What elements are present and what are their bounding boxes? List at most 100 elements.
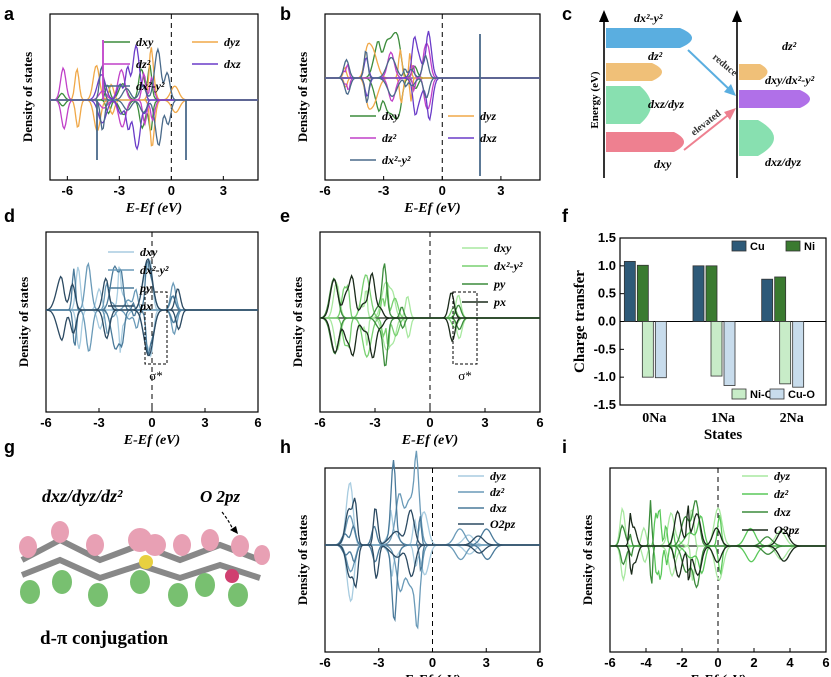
chart-f-legend-label: Ni-O bbox=[750, 389, 774, 401]
chart-a-frame bbox=[49, 13, 259, 181]
chart-i-legend-label: dyz bbox=[774, 469, 790, 483]
g-arrow-head bbox=[230, 526, 238, 534]
chart-i-xlabel: E-Ef (eV) bbox=[689, 673, 746, 677]
chart-a-series-4-down bbox=[50, 99, 258, 147]
chart-d-xtick-label: 0 bbox=[148, 415, 155, 430]
chart-h-xlabel: E-Ef (eV) bbox=[403, 673, 460, 677]
chart-h-xtick-label: -6 bbox=[319, 655, 331, 670]
chart-a-xtick-label: 3 bbox=[220, 183, 227, 198]
c-level-dxzdyz-left bbox=[606, 86, 651, 124]
chart-a-legend-label: dxy bbox=[136, 35, 154, 49]
panel-letter-i: i bbox=[562, 437, 567, 457]
c-level-dxzdyz-right bbox=[739, 120, 774, 156]
chart-b-series-3-down bbox=[325, 77, 540, 122]
panel-letter-a: a bbox=[4, 4, 15, 24]
c-level-dz2-right bbox=[739, 64, 768, 80]
chart-i-xtick-label: 4 bbox=[786, 655, 794, 670]
chart-e-legend-label: px bbox=[493, 295, 506, 309]
chart-f-legend-label: Cu bbox=[750, 241, 765, 253]
chart-d-sigma-label: σ* bbox=[149, 368, 163, 383]
chart-i-xtick-label: -4 bbox=[640, 655, 652, 670]
chart-i-xtick-label: 0 bbox=[714, 655, 721, 670]
chart-e-xtick-label: -3 bbox=[369, 415, 381, 430]
c-label-dxzdyz-right: dxz/dyz bbox=[765, 155, 801, 169]
chart-h-legend-label: dz² bbox=[490, 485, 505, 499]
c-label-dz2-right: dz² bbox=[782, 39, 797, 53]
chart-f: 1.5 1.0 0.5 0.0 -0.5 -1.0 -1.5 0Na 1Na 2Na States C… bbox=[572, 230, 827, 443]
chart-e-xlabel: E-Ef (eV) bbox=[401, 433, 458, 448]
chart-b-xtick-label: 3 bbox=[497, 183, 504, 198]
c-label-dx2y2: dx²-y² bbox=[634, 11, 663, 25]
chart-h-ylabel: Density of states bbox=[295, 515, 310, 605]
c-label-dxy-left: dxy bbox=[654, 157, 672, 171]
chart-f-category-label: 0Na bbox=[642, 411, 666, 426]
chart-i-series-3-down bbox=[610, 545, 826, 581]
chart-e-legend-label: py bbox=[493, 277, 506, 291]
panel-c-diagram: Energy (eV) reduce elevated dx²-y² dz² d… bbox=[589, 10, 815, 178]
c-arrow-reduce-head bbox=[724, 84, 736, 96]
chart-d-xtick-label: -3 bbox=[93, 415, 105, 430]
chart-e: -6 -3 0 3 6 E-Ef (eV) Density of states σ* dxy dx… bbox=[290, 231, 544, 448]
c-right-axis-arrow bbox=[732, 10, 742, 22]
chart-i-series-0-down bbox=[610, 545, 826, 583]
chart-f-ytick-label: 1.5 bbox=[598, 230, 616, 245]
chart-d-xlabel: E-Ef (eV) bbox=[123, 433, 180, 448]
panel-letter-h: h bbox=[280, 437, 291, 457]
chart-i-xtick-label: -2 bbox=[676, 655, 688, 670]
panel-letter-d: d bbox=[4, 206, 15, 226]
chart-f-ytick-label: 0.0 bbox=[598, 314, 616, 329]
chart-h-xtick-label: 0 bbox=[429, 655, 436, 670]
chart-f-bar-Cu-1Na bbox=[692, 265, 705, 322]
chart-d-legend-label: dxy bbox=[140, 245, 158, 259]
chart-i-legend-label: O2pz bbox=[774, 523, 800, 537]
chart-d-xtick-label: 6 bbox=[254, 415, 261, 430]
g-caption: d-π conjugation bbox=[40, 628, 169, 649]
chart-a-legend-label: dz² bbox=[136, 57, 151, 71]
chart-h-xtick-label: 3 bbox=[483, 655, 490, 670]
panel-g-illustration: dxz/dyz/dz² O 2pz d-π conjugat bbox=[19, 486, 270, 649]
chart-h-legend-label: O2pz bbox=[490, 517, 516, 531]
chart-f-legend-swatch bbox=[785, 240, 801, 252]
chart-b-xtick-label: -6 bbox=[319, 183, 331, 198]
chart-f-ylabel: Charge transfer bbox=[572, 270, 588, 373]
chart-f-bar-Cu-O-1Na bbox=[723, 321, 736, 386]
chart-h-legend-label: dyz bbox=[490, 469, 506, 483]
g-orbital-label: dxz/dyz/dz² bbox=[42, 486, 123, 506]
chart-b-frame bbox=[324, 13, 541, 181]
chart-i-xtick-label: 2 bbox=[750, 655, 757, 670]
chart-e-xtick-label: 6 bbox=[536, 415, 543, 430]
chart-h-xtick-label: -3 bbox=[373, 655, 385, 670]
chart-f-legend-label: Cu-O bbox=[788, 389, 815, 401]
panel-letter-f: f bbox=[562, 206, 569, 226]
chart-e-series-3-down bbox=[320, 317, 540, 359]
chart-e-xtick-label: 3 bbox=[481, 415, 488, 430]
charts-layer: -6 -3 0 3 E-Ef (eV) Density of states dxy dyz dz… bbox=[16, 13, 830, 677]
g-metal-atom bbox=[139, 555, 153, 569]
chart-b: -6 -3 0 3 E-Ef (eV) Density of states dxy dyz dz… bbox=[295, 13, 541, 216]
chart-f-bar-Ni-O-2Na bbox=[779, 321, 792, 385]
chart-f-legend-swatch bbox=[731, 388, 747, 400]
chart-b-xtick-label: -3 bbox=[378, 183, 390, 198]
chart-b-series-4-down bbox=[325, 77, 540, 103]
chart-f-bar-Ni-1Na bbox=[705, 265, 718, 322]
chart-e-ylabel: Density of states bbox=[290, 277, 305, 367]
chart-d-ylabel: Density of states bbox=[16, 277, 31, 367]
chart-f-category-label: 1Na bbox=[711, 411, 735, 426]
chart-d-legend-label: dx²-y² bbox=[140, 263, 169, 277]
chart-a-xtick-label: -6 bbox=[62, 183, 74, 198]
chart-f-bar-Ni-O-1Na bbox=[710, 321, 723, 377]
c-arrow-reduce bbox=[687, 49, 733, 93]
chart-h-series-3-down bbox=[325, 544, 540, 589]
chart-b-legend-label: dxy bbox=[382, 109, 400, 123]
chart-a-ylabel: Density of states bbox=[20, 52, 35, 142]
chart-i-legend-label: dxz bbox=[774, 505, 791, 519]
panel-letter-c: c bbox=[562, 4, 572, 24]
c-level-dz2-left bbox=[606, 63, 662, 81]
chart-f-category-label: 2Na bbox=[780, 411, 804, 426]
chart-e-xtick-label: -6 bbox=[314, 415, 326, 430]
panel-letter-b: b bbox=[280, 4, 291, 24]
chart-i-ylabel: Density of states bbox=[580, 515, 595, 605]
chart-e-legend-label: dxy bbox=[494, 241, 512, 255]
chart-a: -6 -3 0 3 E-Ef (eV) Density of states dxy dyz dz… bbox=[20, 13, 259, 216]
c-level-dxy-left bbox=[606, 132, 684, 152]
